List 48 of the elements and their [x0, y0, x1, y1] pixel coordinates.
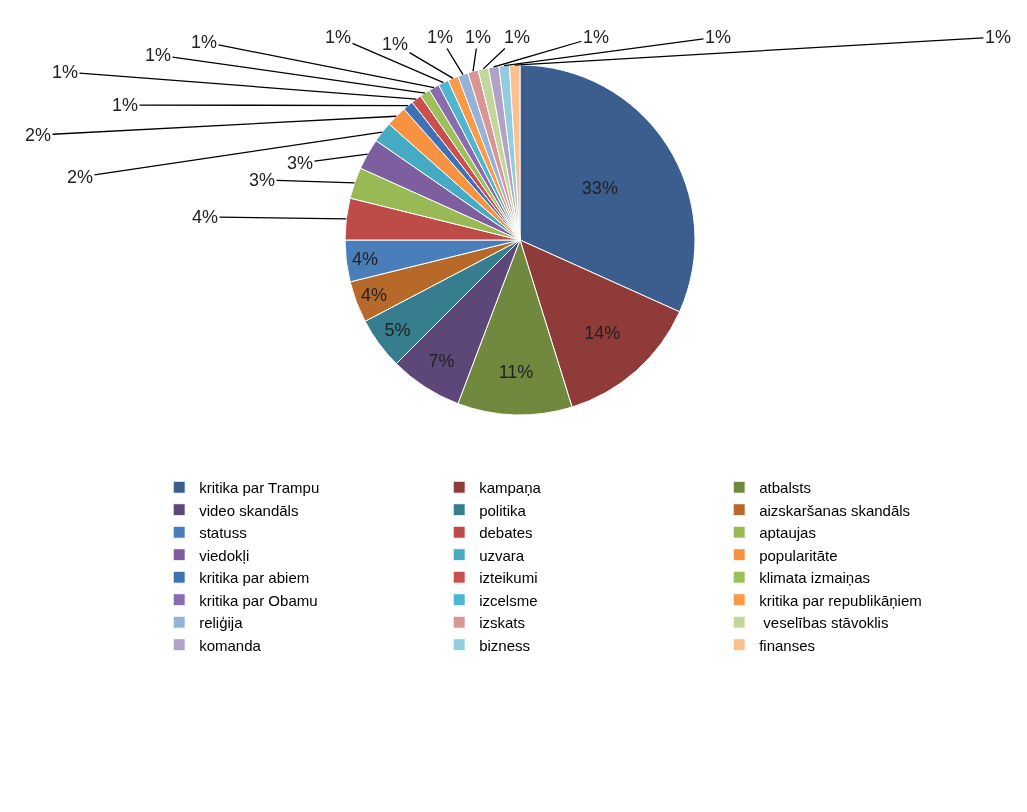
- legend-label: popularitāte: [759, 546, 838, 564]
- legend-label: izskats: [479, 614, 526, 632]
- legend-label: atbalsts: [759, 479, 811, 497]
- data-label: 1%: [382, 34, 409, 54]
- data-label: 7%: [428, 351, 455, 372]
- data-label: 1%: [325, 27, 352, 47]
- legend-label: aptaujas: [759, 524, 816, 542]
- legend-label: statuss: [199, 524, 247, 542]
- legend-label: kritika par Trampu: [199, 479, 320, 497]
- data-label: 1%: [583, 27, 610, 47]
- legend-label: debates: [479, 524, 533, 542]
- data-label: 33%: [581, 178, 618, 199]
- data-label: 1%: [705, 27, 732, 47]
- data-label: 1%: [465, 27, 492, 47]
- legend-label: komanda: [199, 636, 262, 654]
- data-label: 1%: [112, 95, 139, 115]
- data-label: 3%: [287, 153, 314, 173]
- data-label: 4%: [192, 207, 219, 227]
- legend-label: kritika par Obamu: [199, 591, 318, 609]
- data-label: 4%: [360, 285, 387, 306]
- legend-label: finanses: [759, 636, 816, 654]
- data-label: 1%: [985, 27, 1012, 47]
- data-label: 5%: [384, 320, 411, 341]
- legend-label: kampaņa: [479, 479, 542, 497]
- data-label: 1%: [52, 62, 79, 82]
- data-label: 1%: [145, 45, 172, 65]
- legend-label: izteikumi: [479, 569, 538, 587]
- legend-label: bizness: [479, 636, 531, 654]
- data-label: 2%: [25, 125, 52, 145]
- legend-label: veselības stāvoklis: [759, 614, 889, 632]
- data-label: 2%: [67, 167, 94, 187]
- legend-label: video skandāls: [199, 501, 299, 519]
- legend-label: politika: [479, 501, 527, 519]
- data-label: 14%: [584, 322, 621, 343]
- legend-label: kritika par republikāņiem: [759, 591, 922, 609]
- legend-label: aizskaršanas skandāls: [759, 501, 911, 519]
- legend-label: klimata izmaiņas: [759, 569, 871, 587]
- data-label: 1%: [191, 32, 218, 52]
- legend-label: uzvara: [479, 546, 525, 564]
- data-label: 1%: [504, 27, 531, 47]
- data-label: 4%: [351, 248, 378, 269]
- data-label: 11%: [498, 361, 534, 382]
- legend-label: viedokļi: [199, 546, 250, 564]
- legend-label: reliģija: [199, 614, 244, 632]
- data-label: 1%: [427, 27, 454, 47]
- data-label: 3%: [249, 170, 276, 190]
- legend-label: izcelsme: [479, 591, 538, 609]
- legend-label: kritika par abiem: [199, 569, 310, 587]
